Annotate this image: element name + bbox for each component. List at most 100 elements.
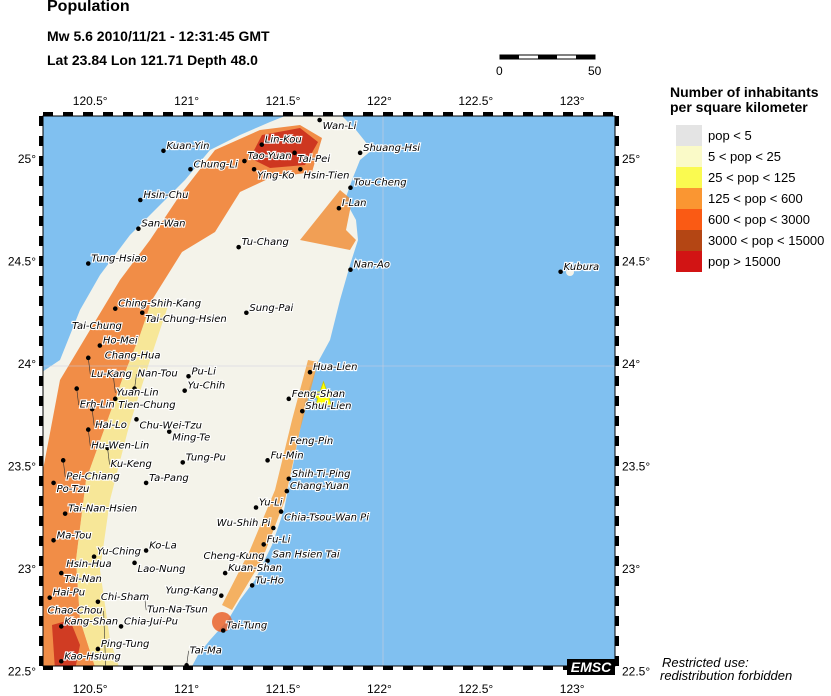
lat-tick-label-left: 24°	[18, 357, 36, 371]
lat-tick-label-right: 22.5°	[622, 665, 650, 679]
city-dot	[278, 509, 284, 514]
city-dot	[95, 646, 101, 652]
legend-label: pop < 5	[708, 128, 752, 143]
city-label: Tou-Cheng	[353, 178, 406, 189]
scale-start-label: 0	[496, 64, 503, 78]
label-leader-line	[87, 429, 91, 447]
city-dot	[85, 427, 91, 432]
city-label: Tai-Ma	[190, 645, 222, 656]
lon-tick-label-top: 120.5°	[73, 94, 108, 108]
city-dot	[298, 166, 303, 172]
city-label: Tien-Chung	[118, 400, 175, 411]
city-dot	[265, 558, 270, 564]
city-label: Chao-Chou	[48, 605, 103, 616]
lon-tick-label-bottom: 121.5°	[266, 682, 301, 696]
city-dot	[307, 369, 313, 375]
map-frame-ticks	[39, 112, 619, 670]
city-dot	[249, 583, 255, 588]
event-location-depth: Lat 23.84 Lon 121.71 Depth 48.0	[47, 52, 258, 68]
epicenter-star-icon[interactable]	[308, 380, 339, 410]
city-label: Ying-Ko	[257, 170, 294, 181]
scale-bar	[499, 54, 596, 60]
west-coast-populated	[43, 125, 322, 666]
lat-tick-label-right: 23°	[622, 562, 640, 576]
notice-line2: redistribution forbidden	[660, 668, 793, 683]
city-dot	[292, 150, 297, 156]
city-dot	[74, 386, 80, 391]
lon-tick-label-top: 122°	[367, 94, 392, 108]
city-label: Tao-Yuan	[247, 151, 291, 162]
city-label: San-Wan	[141, 219, 185, 230]
city-label: Nan-Ao	[353, 260, 390, 271]
lat-tick-label-right: 23.5°	[622, 460, 650, 474]
city-label: Tai-Nan-Hsien	[68, 504, 137, 515]
lon-tick-label-bottom: 120.5°	[73, 682, 108, 696]
city-label: Hsin-Hua	[66, 559, 111, 570]
city-dot	[136, 226, 141, 231]
city-dot	[51, 538, 56, 543]
city-label: Tung-Hsiao	[91, 254, 147, 265]
city-label: Feng-Pin	[290, 436, 333, 447]
city-label: Tu-Chang	[242, 237, 289, 248]
legend-item: 600 < pop < 3000	[676, 209, 831, 230]
city-dot	[58, 570, 64, 576]
city-label: Kao-Hsiung	[64, 651, 121, 662]
city-dot	[242, 158, 247, 164]
taipei-dense	[250, 128, 318, 168]
city-label: Fu-Li	[267, 534, 291, 545]
city-dot	[143, 480, 149, 486]
lat-tick-label-right: 25°	[622, 152, 640, 166]
lon-tick-label-bottom: 122°	[367, 682, 392, 696]
city-dot	[357, 150, 363, 156]
city-label: Kang-Shan	[64, 616, 118, 627]
city-label: Erh-Lin	[80, 400, 115, 411]
city-label: Tung-Pu	[186, 452, 226, 463]
legend-label: 3000 < pop < 15000	[708, 233, 825, 248]
city-dot	[111, 374, 116, 379]
city-dot	[317, 117, 322, 123]
city-label: Fu-Min	[271, 450, 304, 461]
city-label: Yung-Kang	[165, 586, 218, 597]
scale-end-label: 50	[588, 64, 602, 78]
city-dot	[51, 480, 56, 486]
city-label: Yu-Li	[259, 498, 283, 509]
city-label: Kubura	[564, 262, 600, 273]
lat-tick-label-right: 24.5°	[622, 255, 650, 269]
label-leader-line	[134, 374, 137, 389]
lat-tick-label-left: 23.5°	[8, 460, 36, 474]
city-label: Hsin-Chu	[143, 190, 188, 201]
lon-tick-label-top: 123°	[560, 94, 585, 108]
city-dot	[58, 658, 64, 664]
legend-item: 25 < pop < 125	[676, 167, 831, 188]
city-label: Nan-Tou	[138, 369, 178, 380]
lon-tick-label-top: 121.5°	[266, 94, 301, 108]
city-dot	[348, 185, 353, 190]
city-dot	[180, 460, 186, 465]
city-dot	[47, 595, 53, 600]
city-markers: Wan-Li Tao-Yuan Lin-Kou Tai-Pei Kuan-Yin Chun…	[47, 117, 600, 666]
legend-item: pop < 5	[676, 125, 831, 146]
city-label: Chang-Yuan	[290, 481, 349, 492]
yilan-populated	[300, 190, 356, 250]
lon-tick-label-top: 122.5°	[458, 94, 493, 108]
city-label: Hu-Wen-Lin	[91, 441, 149, 452]
city-label: Ping-Tung	[101, 639, 150, 650]
city-dot	[138, 197, 143, 203]
city-label: Tai-Chung	[72, 321, 122, 332]
city-dot	[184, 663, 189, 666]
city-label: Ho-Mei	[103, 336, 138, 347]
legend-label: 5 < pop < 25	[708, 149, 782, 164]
east-rift-populated	[222, 360, 318, 610]
city-label: Wan-Li	[323, 121, 357, 132]
city-label: Feng-Shan	[292, 389, 345, 400]
city-label: Yu-Ching	[97, 547, 141, 558]
city-dot	[348, 267, 353, 273]
city-label: Kuan-Yin	[166, 141, 209, 152]
city-label: Shih-Ti-Ping	[292, 469, 351, 480]
lat-tick-label-left: 24.5°	[8, 255, 36, 269]
city-dot	[60, 458, 66, 463]
city-label: Pu-Li	[192, 366, 217, 377]
lon-tick-label-bottom: 122.5°	[458, 682, 493, 696]
